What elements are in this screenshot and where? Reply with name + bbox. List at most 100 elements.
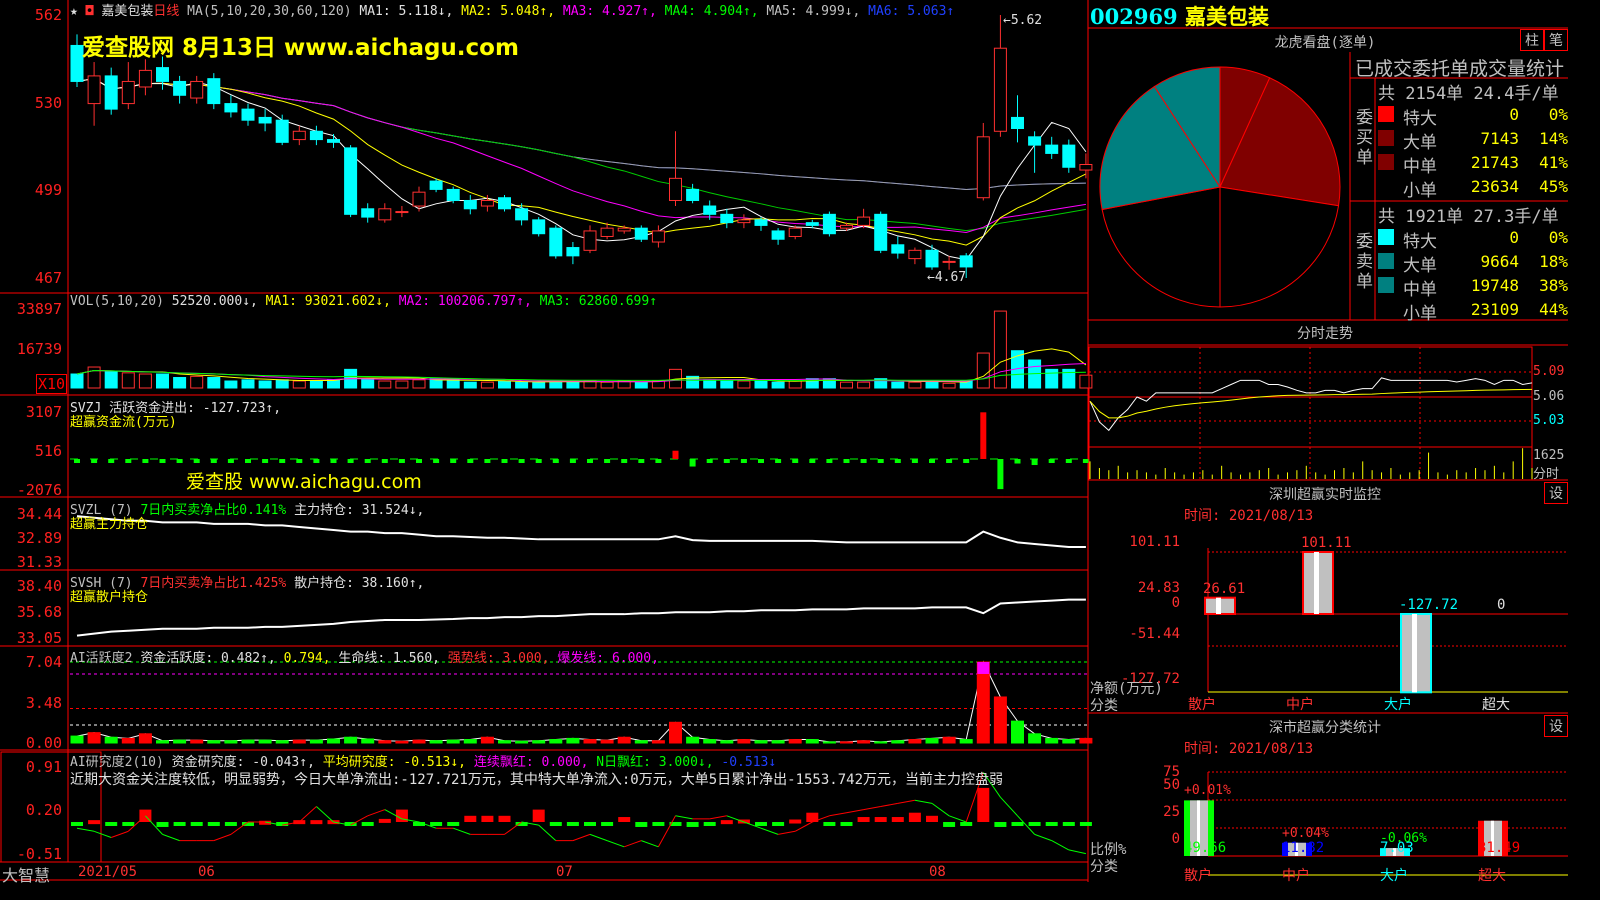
research-bar [755,822,767,826]
activity-bar [429,740,443,744]
classify-axis-label: 50 [1163,777,1180,793]
volume-bar [874,378,888,389]
legend-percent: 0% [1548,105,1568,124]
research-line-segment [162,833,180,842]
activity-bar [788,739,802,744]
svzj-bar [210,459,217,463]
activity-bar [361,738,375,744]
svsh-subtitle: 超赢散户持仓 [70,590,149,605]
research-line-segment [760,827,779,835]
monitor-settings-button[interactable]: 设 [1544,482,1568,504]
activity-bar [1028,733,1042,744]
activity-bar [669,721,682,744]
volume-bar [361,378,375,389]
candle [908,249,922,260]
classify-value: 11.82 [1282,840,1325,856]
legend-percent: 44% [1539,300,1568,319]
intraday-axis-label: 5.06 [1533,389,1565,404]
candle [463,199,477,210]
svzj-bar [792,459,799,463]
svzj-bar [843,459,850,463]
legend-swatch [1378,130,1394,146]
activity-bar [156,740,169,744]
research-bar [1028,822,1041,826]
star-icon[interactable]: ★ [70,4,78,19]
classify-settings-button[interactable]: 设 [1544,715,1568,737]
research-line-segment [350,815,368,826]
research-line-segment [897,799,915,804]
legend-percent: 45% [1539,177,1568,196]
pie-slice [1153,66,1221,189]
research-line-segment [880,802,898,807]
activity-bar [686,736,700,744]
volume-bar [1062,368,1076,389]
legend-label: 小单 [1403,304,1437,324]
research-bar [1011,822,1024,826]
activity-bar [309,739,323,744]
research-line-segment [538,824,557,841]
legend-label: 特大 [1403,232,1437,252]
research-bar [789,819,802,824]
activity-bar [1079,737,1093,744]
research-bar [686,822,699,827]
svsh-axis-label: 38.40 [16,577,62,595]
svzj-bar [740,459,747,463]
candle [1045,144,1059,154]
legend-swatch [1378,154,1394,170]
monitor-bar-value: 101.11 [1301,535,1352,551]
volume-bar [309,380,323,389]
count-view-button[interactable]: 笔 [1544,29,1568,51]
candle [976,136,990,199]
svzj-bar [108,459,115,463]
legend-value: 21743 [1470,153,1519,172]
svzj-bar [484,459,491,463]
volume-bar [737,380,751,389]
activity-bar [617,736,631,744]
volume-bar [224,380,238,389]
candle [737,219,751,224]
research-bar [395,809,408,822]
research-bar [105,822,118,826]
volume-bar [241,379,255,389]
ma2-line [76,78,1087,246]
activity-bar [480,736,494,744]
candle [1011,116,1024,130]
sell-summary: 共 1921单 27.3手/单 [1378,207,1559,227]
candle [515,208,529,221]
svzj-bar [347,459,354,463]
candle [857,216,871,226]
activity-bar [874,741,888,744]
classify-value: 49.66 [1184,840,1227,856]
legend-value: 7143 [1480,129,1519,148]
research-bar [566,822,579,826]
price-axis-label: 562 [34,6,62,24]
svzj-bar [655,459,662,463]
pie-slice [1219,186,1340,308]
activity-bar [241,739,255,744]
monitor-title: 深圳超赢实时监控 [1269,487,1381,503]
research-line-segment [282,821,300,826]
svzj-bar [997,459,1004,490]
bar-view-button[interactable]: 柱 [1520,29,1544,51]
svzj-bar [809,459,816,463]
svzj-subtitle: 超赢资金流(万元) [70,415,177,430]
classify-axis-label: 0 [1171,831,1180,847]
research-bar [549,822,562,826]
research-line-segment [778,830,796,835]
classify-bar-highlight [1393,848,1396,856]
svzj-bar [193,459,200,463]
classify-category: 中户 [1282,868,1310,884]
date-label: 08 [929,864,946,880]
period-label[interactable]: 日线 [153,4,180,19]
research-line-segment [931,802,950,817]
stock-name: 嘉美包装 [101,4,154,19]
ma-label: MA(5,10,20,30,60,120) [187,4,352,19]
activity-bar [87,732,101,744]
ma1-value: MA1: 5.118↓, [359,4,454,19]
research-bar [190,822,203,826]
research-line-segment [675,815,693,820]
candle [121,80,135,105]
volume-bar [173,377,187,389]
activity-bar [737,739,751,744]
